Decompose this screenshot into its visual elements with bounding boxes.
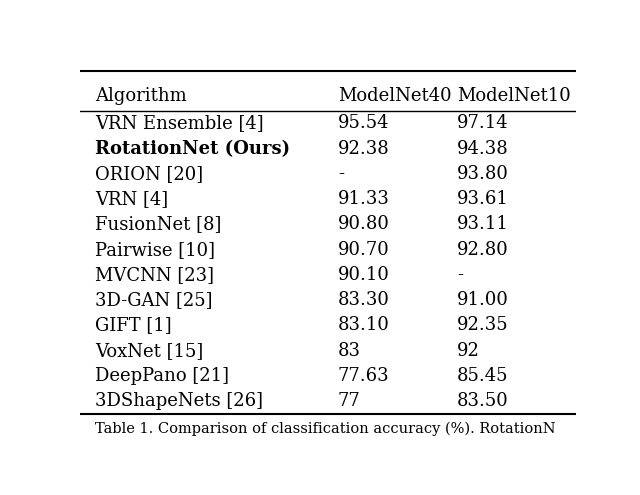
Text: 83.30: 83.30 xyxy=(338,291,390,309)
Text: ModelNet40: ModelNet40 xyxy=(338,87,452,104)
Text: 83.50: 83.50 xyxy=(457,392,509,410)
Text: 77.63: 77.63 xyxy=(338,367,390,385)
Text: Table 1. Comparison of classification accuracy (%). RotationN: Table 1. Comparison of classification ac… xyxy=(95,422,556,436)
Text: VoxNet [15]: VoxNet [15] xyxy=(95,342,203,360)
Text: MVCNN [23]: MVCNN [23] xyxy=(95,266,214,284)
Text: DeepPano [21]: DeepPano [21] xyxy=(95,367,229,385)
Text: 90.70: 90.70 xyxy=(338,241,390,259)
Text: 95.54: 95.54 xyxy=(338,114,389,133)
Text: 93.61: 93.61 xyxy=(457,190,509,208)
Text: 83: 83 xyxy=(338,342,361,360)
Text: -: - xyxy=(338,165,344,183)
Text: Pairwise [10]: Pairwise [10] xyxy=(95,241,215,259)
Text: FusionNet [8]: FusionNet [8] xyxy=(95,215,221,234)
Text: 91.00: 91.00 xyxy=(457,291,509,309)
Text: 90.80: 90.80 xyxy=(338,215,390,234)
Text: 3DShapeNets [26]: 3DShapeNets [26] xyxy=(95,392,263,410)
Text: Algorithm: Algorithm xyxy=(95,87,187,104)
Text: 92: 92 xyxy=(457,342,480,360)
Text: 93.80: 93.80 xyxy=(457,165,509,183)
Text: 92.35: 92.35 xyxy=(457,316,509,335)
Text: 92.80: 92.80 xyxy=(457,241,509,259)
Text: 91.33: 91.33 xyxy=(338,190,390,208)
Text: VRN [4]: VRN [4] xyxy=(95,190,168,208)
Text: 3D-GAN [25]: 3D-GAN [25] xyxy=(95,291,212,309)
Text: 92.38: 92.38 xyxy=(338,140,390,158)
Text: GIFT [1]: GIFT [1] xyxy=(95,316,172,335)
Text: -: - xyxy=(457,266,463,284)
Text: ModelNet10: ModelNet10 xyxy=(457,87,571,104)
Text: RotationNet (Ours): RotationNet (Ours) xyxy=(95,140,290,158)
Text: 85.45: 85.45 xyxy=(457,367,508,385)
Text: VRN Ensemble [4]: VRN Ensemble [4] xyxy=(95,114,264,133)
Text: 93.11: 93.11 xyxy=(457,215,509,234)
Text: 97.14: 97.14 xyxy=(457,114,509,133)
Text: 90.10: 90.10 xyxy=(338,266,390,284)
Text: 94.38: 94.38 xyxy=(457,140,509,158)
Text: 83.10: 83.10 xyxy=(338,316,390,335)
Text: ORION [20]: ORION [20] xyxy=(95,165,203,183)
Text: 77: 77 xyxy=(338,392,361,410)
